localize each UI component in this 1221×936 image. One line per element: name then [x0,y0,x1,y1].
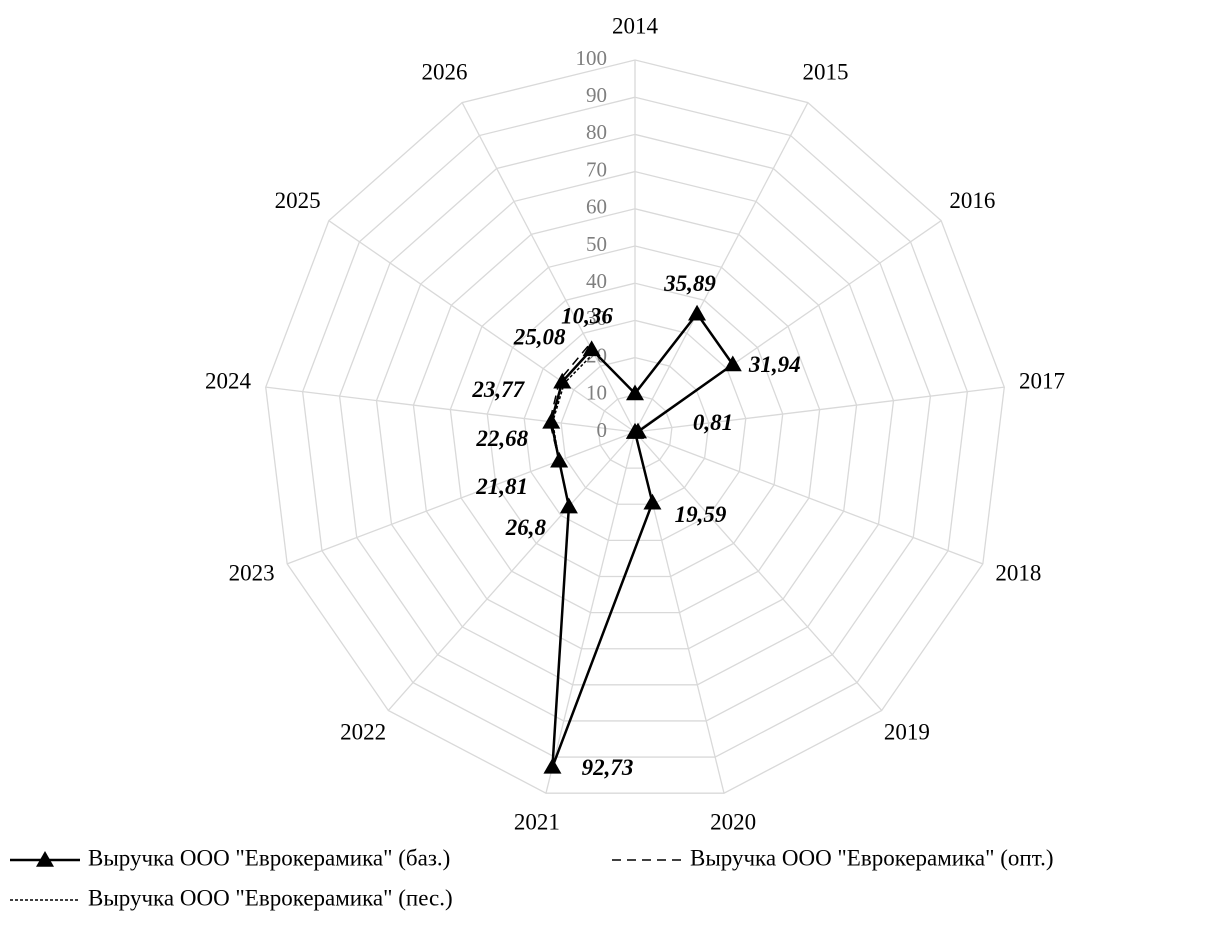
data-label: 23,77 [471,377,525,402]
data-label: 21,81 [475,474,528,499]
spoke [634,431,883,711]
grid-ring [523,319,747,542]
data-label: 19,59 [675,502,727,527]
data-label: 31,94 [748,352,801,377]
marker [582,340,601,357]
series-line [551,352,595,507]
data-label: 10,36 [561,304,613,329]
grid-ring [486,282,784,578]
marker [626,423,644,439]
category-label: 2016 [949,188,995,213]
marker [643,493,662,510]
category-label: 2015 [803,60,849,85]
spoke [328,220,636,433]
marker [688,304,707,321]
y-tick-label: 0 [597,418,608,442]
y-tick-label: 10 [586,381,607,405]
data-label: 25,08 [513,325,566,350]
category-label: 2017 [1019,369,1065,394]
category-label: 2021 [514,810,560,835]
legend-marker [36,851,54,867]
data-label: 0,81 [693,410,733,435]
legend-label: Выручка ООО "Еврокерамика" (баз.) [88,845,450,870]
grid-ring [560,356,710,505]
y-tick-label: 60 [586,195,607,219]
data-label: 35,89 [663,271,716,296]
marker [543,757,562,774]
marker [542,412,561,429]
category-label: 2014 [612,13,659,38]
category-label: 2023 [229,561,275,586]
category-label: 2018 [995,561,1041,586]
spoke [634,102,809,433]
data-label: 26,8 [505,515,547,540]
legend-label: Выручка ООО "Еврокерамика" (опт.) [690,845,1053,870]
category-label: 2022 [340,720,386,745]
spoke [545,431,636,794]
legend-label: Выручка ООО "Еврокерамика" (пес.) [88,885,453,910]
spoke [387,431,636,711]
grid-ring [412,208,858,650]
spoke [265,386,636,433]
y-tick-label: 40 [586,269,607,293]
grid-ring [597,394,673,469]
y-tick-label: 80 [586,120,607,144]
spoke [461,102,636,433]
y-tick-label: 70 [586,157,607,181]
data-label: 92,73 [582,755,634,780]
marker [723,355,742,372]
spoke [634,386,1005,433]
grid-ring [449,245,821,614]
y-tick-label: 90 [586,83,607,107]
category-label: 2024 [205,369,252,394]
grid-ring [338,133,932,722]
y-tick-label: 30 [586,306,607,330]
category-label: 2019 [884,720,930,745]
grid-ring [375,170,895,686]
y-tick-label: 50 [586,232,607,256]
data-label: 22,68 [475,426,528,451]
marker [626,384,644,401]
grid-ring [301,96,969,758]
category-label: 2025 [275,188,321,213]
category-label: 2020 [710,810,756,835]
y-tick-label: 100 [576,46,608,70]
grid-ring [265,59,1005,794]
spoke [286,431,636,565]
marker [553,372,572,389]
spoke [634,431,984,565]
category-label: 2026 [421,60,467,85]
